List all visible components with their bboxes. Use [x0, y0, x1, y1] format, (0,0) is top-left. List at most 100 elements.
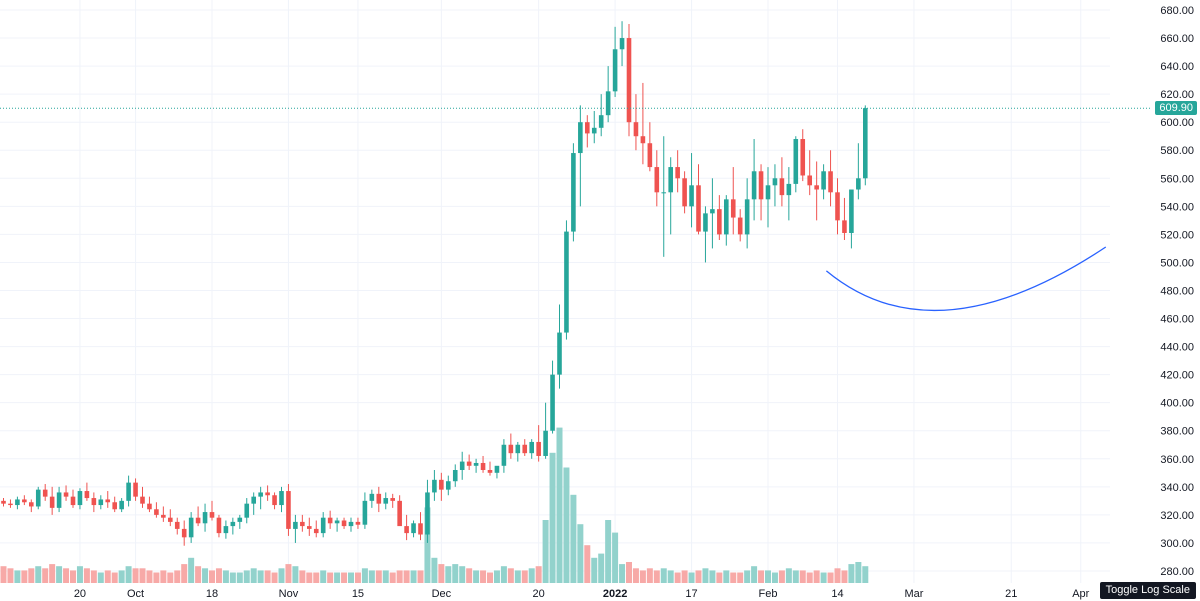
volume-bar — [709, 570, 716, 583]
candle-body — [258, 492, 263, 497]
candle — [42, 484, 48, 501]
candle — [397, 495, 402, 527]
volume-bar — [28, 568, 35, 583]
candle — [772, 164, 778, 207]
volume-bar — [521, 570, 528, 583]
volume-bar — [341, 572, 348, 583]
volume-bar — [591, 557, 598, 583]
candle-body — [334, 520, 340, 524]
candle — [522, 439, 528, 456]
candle — [779, 157, 785, 207]
volume-bar — [653, 570, 660, 583]
price-tick-label: 660.00 — [1160, 33, 1194, 45]
candle-body — [265, 492, 270, 496]
price-axis[interactable]: 280.00 300.00 320.00 340.00 360.00 380.00 400.… — [1160, 5, 1194, 578]
volume-bar — [702, 568, 709, 583]
candle — [168, 509, 173, 527]
volume-bar — [174, 570, 181, 583]
candle — [258, 486, 263, 510]
volume-bar — [83, 568, 90, 583]
volume-bar — [438, 564, 445, 583]
candle-body — [508, 444, 514, 454]
candle-body — [585, 122, 590, 134]
candle — [863, 105, 868, 186]
volume-bar — [431, 557, 438, 583]
volume-bar — [264, 570, 271, 583]
candle-body — [564, 231, 569, 333]
candle — [710, 178, 715, 249]
candle — [98, 495, 104, 510]
candle-body — [696, 185, 701, 232]
candle-body — [647, 143, 653, 168]
volume-bar — [292, 566, 299, 583]
candle-body — [452, 470, 458, 482]
price-tick-label: 600.00 — [1160, 117, 1194, 129]
volume-bar — [215, 568, 222, 583]
time-axis[interactable]: 20 Oct 18 Nov 15 Dec 20 2022 17 Feb 14 Mar 21 Apr — [74, 588, 1090, 600]
candle-body — [730, 199, 736, 218]
volume-bar — [97, 572, 104, 583]
candle-body — [758, 171, 764, 200]
candle-body — [765, 185, 771, 200]
candle-body — [362, 500, 368, 525]
candle — [564, 220, 569, 340]
candle-body — [286, 491, 291, 529]
candlesticks — [1, 21, 868, 546]
volume-bar — [681, 570, 688, 583]
candle — [703, 206, 708, 263]
toggle-log-scale-button[interactable]: Toggle Log Scale — [1099, 582, 1196, 599]
time-tick-label: Mar — [904, 588, 923, 600]
volume-bar — [466, 568, 473, 583]
volume-bar — [7, 568, 14, 583]
candle-body — [70, 496, 76, 506]
candle — [355, 517, 361, 529]
candle — [404, 514, 409, 541]
candle — [724, 195, 729, 246]
candle — [161, 506, 166, 522]
candle — [411, 520, 416, 538]
candle-body — [77, 491, 83, 506]
candle-body — [842, 220, 847, 233]
candle-body — [313, 528, 319, 534]
price-tick-label: 320.00 — [1160, 510, 1194, 522]
candle-body — [515, 444, 521, 454]
candle — [730, 167, 736, 235]
price-tick-label: 360.00 — [1160, 454, 1194, 466]
candle — [494, 465, 500, 479]
candle-body — [668, 167, 673, 193]
volume-bar — [535, 566, 542, 583]
candle-body — [863, 108, 868, 179]
candle — [369, 489, 375, 508]
candle — [849, 189, 854, 249]
candle — [265, 485, 270, 501]
candle-body — [348, 521, 354, 527]
candle — [661, 136, 667, 257]
candle — [821, 164, 826, 200]
volume-bar — [49, 564, 56, 583]
candle — [446, 475, 451, 496]
price-tick-label: 560.00 — [1160, 173, 1194, 185]
volume-bar — [368, 570, 375, 583]
volume-bar — [243, 570, 250, 583]
time-tick-label: 21 — [1005, 588, 1017, 600]
candle-body — [849, 189, 854, 233]
candle — [35, 486, 41, 510]
volume-bar — [132, 568, 139, 583]
volume-bar — [382, 570, 389, 583]
volume-bar — [306, 572, 313, 583]
candle-body — [91, 498, 97, 506]
candle — [842, 197, 847, 240]
volume-bar — [160, 570, 167, 583]
candle-body — [1, 500, 6, 504]
candle — [320, 512, 326, 538]
volume-bar — [751, 566, 758, 583]
candle-body — [501, 444, 507, 466]
volume-bar — [417, 570, 424, 583]
candle-body — [661, 192, 667, 194]
candle-body — [209, 512, 215, 518]
candle — [439, 472, 444, 501]
volume-bar — [320, 570, 327, 583]
candle-body — [174, 521, 180, 529]
candle-body — [244, 503, 250, 518]
